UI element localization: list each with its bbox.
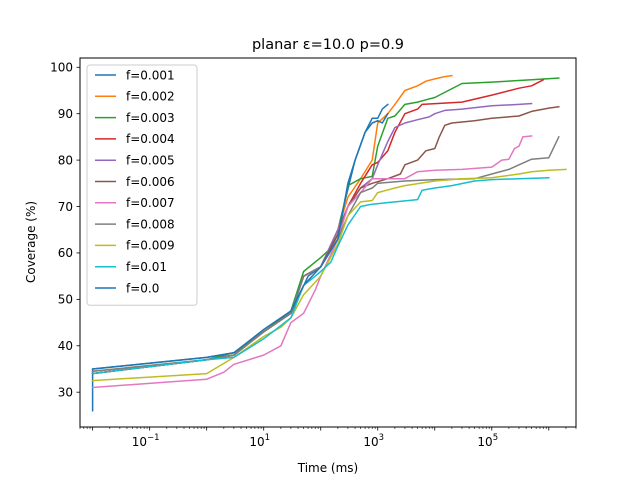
y-tick-label: 40: [58, 339, 73, 353]
y-axis: 30 40 50 60 70 80 90 100: [50, 61, 80, 399]
series-line-10: [91, 112, 389, 370]
series-line-7: [91, 135, 560, 373]
x-axis: 10−1 101 103 105: [79, 427, 577, 449]
legend-label: f=0.002: [126, 90, 175, 104]
y-tick-label: 90: [58, 107, 73, 121]
y-tick-label: 80: [58, 153, 73, 167]
y-tick-label: 30: [58, 385, 73, 399]
legend-label: f=0.009: [126, 239, 175, 253]
y-axis-label: Coverage (%): [24, 201, 38, 283]
x-axis-label: Time (ms): [297, 461, 359, 475]
plot-lines: [91, 74, 567, 412]
legend-label: f=0.007: [126, 196, 175, 210]
legend-label: f=0.006: [126, 175, 175, 189]
legend-label: f=0.001: [126, 68, 175, 82]
series-line-9: [91, 177, 550, 375]
x-tick-label: 105: [477, 433, 498, 449]
chart-title: planar ε=10.0 p=0.9: [252, 37, 404, 53]
y-tick-label: 70: [58, 200, 73, 214]
legend-label: f=0.0: [126, 281, 159, 295]
legend-label: f=0.008: [126, 217, 175, 231]
y-tick-label: 50: [58, 293, 73, 307]
legend: f=0.001 f=0.002 f=0.003 f=0.004 f=0.005 f=0.0…: [86, 64, 198, 306]
legend-label: f=0.01: [126, 260, 167, 274]
x-tick-label: 10−1: [132, 433, 160, 449]
y-tick-label: 60: [58, 246, 73, 260]
legend-label: f=0.005: [126, 154, 175, 168]
legend-label: f=0.003: [126, 111, 175, 125]
series-line-6: [91, 135, 533, 389]
y-tick-label: 100: [50, 61, 73, 75]
legend-label: f=0.004: [126, 132, 175, 146]
plot-frame: [79, 57, 577, 428]
x-tick-label: 101: [249, 433, 270, 449]
x-tick-label: 103: [363, 433, 384, 449]
